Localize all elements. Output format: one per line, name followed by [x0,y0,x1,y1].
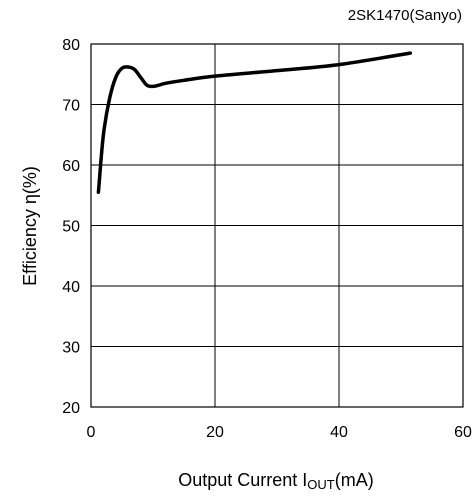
series-group [96,51,413,194]
x-tick-label: 0 [87,424,96,441]
x-tick-label: 20 [206,424,224,441]
x-tick-label: 40 [330,424,348,441]
x-axis-title-main: Output Current I [178,470,307,490]
y-tick-labels: 20 30 40 50 60 70 80 [62,37,80,417]
x-tick-label: 60 [454,424,472,441]
x-axis-title-unit: (mA) [335,470,374,490]
x-tick-labels: 0 20 40 60 [87,424,472,441]
y-tick-label: 60 [62,158,80,175]
y-tick-label: 20 [62,400,80,417]
chart-annotation: 2SK1470(Sanyo) [348,7,462,24]
y-tick-label: 50 [62,219,80,236]
series-line-0 [96,51,413,194]
y-tick-label: 30 [62,340,80,357]
y-tick-label: 40 [62,279,80,296]
y-axis-title: Efficiency η(%) [20,166,40,286]
grid-lines [91,44,463,407]
x-axis-title: Output Current IOUT(mA) [178,470,374,492]
y-tick-label: 80 [62,37,80,54]
x-axis-title-subscript: OUT [307,477,335,492]
y-tick-label: 70 [62,98,80,115]
